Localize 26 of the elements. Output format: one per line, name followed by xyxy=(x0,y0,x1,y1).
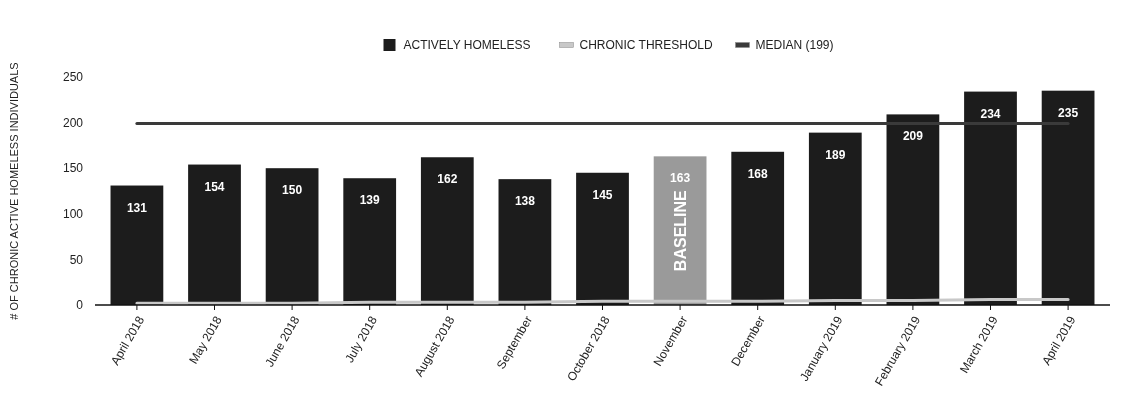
data-label: 131 xyxy=(126,200,148,215)
y-tick-label: 100 xyxy=(62,207,84,221)
bar xyxy=(265,168,319,305)
data-label: 138 xyxy=(514,194,536,209)
data-label: 150 xyxy=(282,183,303,198)
data-label: 168 xyxy=(747,166,769,181)
data-label: 154 xyxy=(204,179,225,194)
y-tick-label: 250 xyxy=(62,70,84,85)
y-axis-title: # OF CHRONIC ACTIVE HOMELESS INDIVIDUALS xyxy=(7,62,20,320)
y-tick-label: 50 xyxy=(69,252,84,267)
y-tick-label: 200 xyxy=(62,115,84,130)
data-label: 163 xyxy=(670,171,691,186)
legend-label: MEDIAN (199) xyxy=(755,38,834,53)
bar xyxy=(188,164,241,305)
data-label: 139 xyxy=(359,193,381,208)
y-tick-label: 150 xyxy=(62,161,84,176)
annotation: BASELINE xyxy=(671,189,689,272)
data-label: 234 xyxy=(980,106,1001,121)
data-label: 145 xyxy=(592,187,613,202)
legend-label: ACTIVELY HOMELESS xyxy=(403,38,531,53)
data-label: 235 xyxy=(1058,105,1079,120)
data-label: 209 xyxy=(902,129,924,144)
data-label: 162 xyxy=(437,172,458,187)
data-label: 189 xyxy=(825,147,846,162)
legend-label: CHRONIC THRESHOLD xyxy=(579,38,713,53)
y-tick-label: 0 xyxy=(76,298,84,313)
